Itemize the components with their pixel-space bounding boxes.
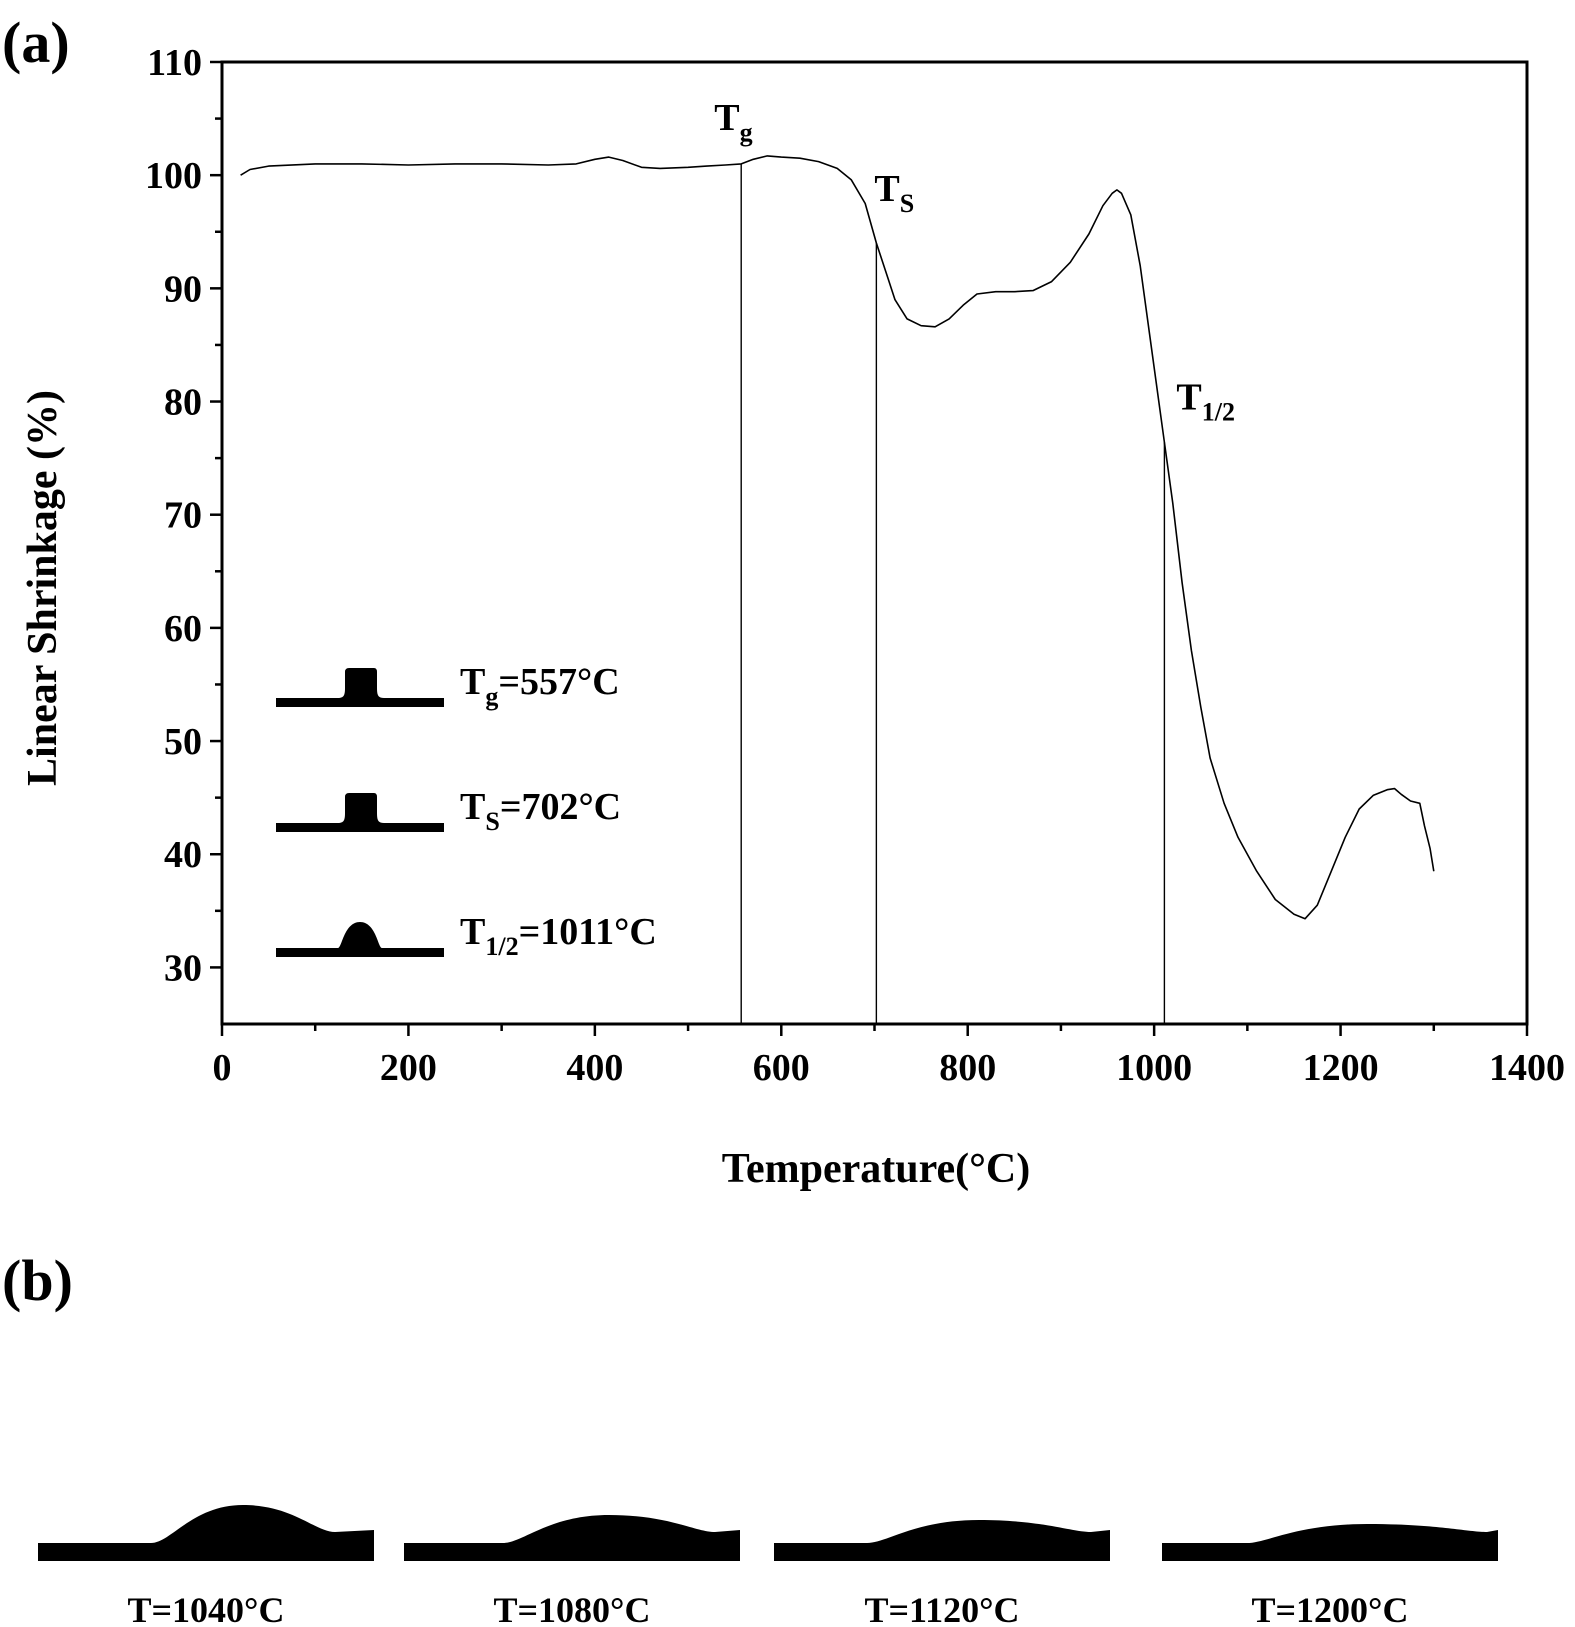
x-tick-label: 1000 (1116, 1047, 1192, 1089)
sample-silhouette: T=1200°C (1162, 1524, 1498, 1627)
x-tick-label: 0 (213, 1047, 232, 1089)
legend-square-sample (338, 793, 384, 823)
point-annotation: TS (874, 168, 914, 218)
legend-label: T1/2=1011°C (460, 911, 657, 961)
y-axis-title: Linear Shrinkage (%) (20, 390, 66, 786)
point-annotation: T1/2 (1176, 376, 1235, 426)
panel-b-label: (b) (2, 1248, 73, 1313)
sample-dome-profile (404, 1515, 740, 1561)
y-tick-label: 100 (145, 155, 202, 197)
y-tick-label: 60 (164, 608, 202, 650)
panel-a-label: (a) (2, 10, 70, 75)
sample-temperature-label: T=1080°C (494, 1590, 651, 1627)
legend-entry: Tg=557°C (276, 661, 620, 711)
legend-entry: TS=702°C (276, 786, 621, 836)
legend-base-plate (276, 823, 444, 832)
sample-silhouette: T=1040°C (38, 1505, 374, 1627)
legend-base-plate (276, 948, 444, 957)
y-tick-label: 90 (164, 268, 202, 310)
legend-label: TS=702°C (460, 786, 621, 836)
sample-silhouettes: T=1040°C T=1080°C T=1120°C T=1200°C (38, 1505, 1498, 1627)
sample-dome-profile (1162, 1524, 1498, 1561)
y-tick-label: 80 (164, 382, 202, 424)
shrinkage-chart: 0 200 400 600 800 1000 1200 1400 30 40 50 60 70 80 90 1… (145, 42, 1565, 1089)
x-tick-label: 1400 (1489, 1047, 1565, 1089)
y-tick-label: 30 (164, 947, 202, 989)
legend-square-sample (338, 668, 384, 698)
legend-entry: T1/2=1011°C (276, 911, 657, 961)
y-tick-label: 110 (147, 42, 202, 84)
y-tick-label: 50 (164, 721, 202, 763)
sample-silhouette: T=1080°C (404, 1515, 740, 1627)
sample-temperature-label: T=1120°C (865, 1590, 1020, 1627)
sample-dome-profile (774, 1520, 1110, 1561)
sample-dome-profile (38, 1505, 374, 1561)
point-annotation: Tg (714, 97, 752, 147)
x-tick-label: 1200 (1303, 1047, 1379, 1089)
x-tick-label: 200 (380, 1047, 437, 1089)
legend-dome-sample (338, 922, 382, 948)
sample-temperature-label: T=1040°C (128, 1590, 285, 1627)
sample-temperature-label: T=1200°C (1252, 1590, 1409, 1627)
shrinkage-curve (240, 155, 1435, 920)
x-tick-label: 800 (939, 1047, 996, 1089)
legend-label: Tg=557°C (460, 661, 620, 711)
y-tick-label: 70 (164, 495, 202, 537)
x-axis-title: Temperature(°C) (722, 1146, 1030, 1192)
sample-silhouette: T=1120°C (774, 1520, 1110, 1627)
x-tick-label: 400 (566, 1047, 623, 1089)
y-tick-label: 40 (164, 834, 202, 876)
x-tick-label: 600 (753, 1047, 810, 1089)
legend-base-plate (276, 698, 444, 707)
